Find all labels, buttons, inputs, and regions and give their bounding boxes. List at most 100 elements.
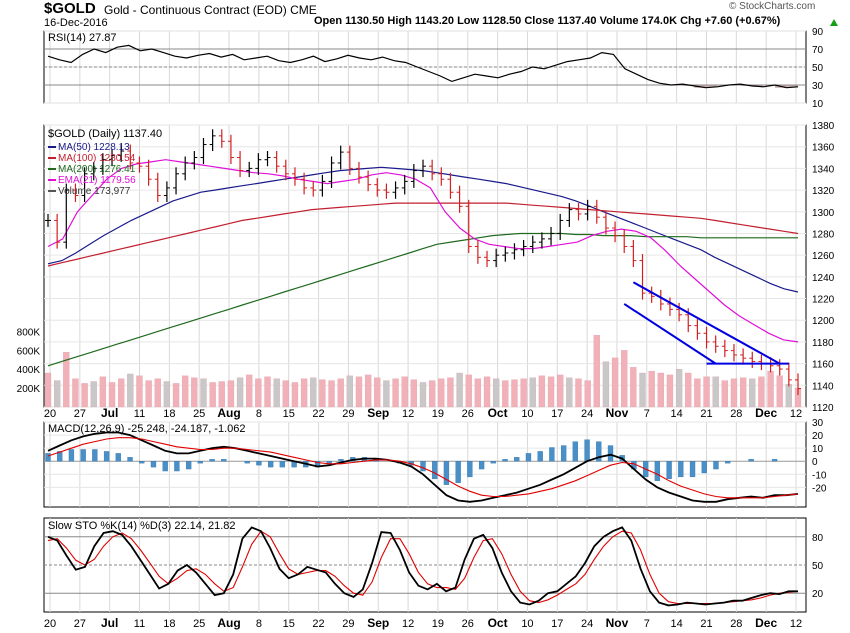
price-tick-label: 1300 xyxy=(812,208,835,219)
volume-bar xyxy=(154,378,161,408)
volume-bar xyxy=(520,378,527,408)
price-legend-item: MA(50) 1228.13 xyxy=(58,142,130,153)
volume-bar xyxy=(621,350,628,408)
macd-histogram-bar xyxy=(725,461,731,464)
macd-histogram-bar xyxy=(771,459,778,462)
volume-bar xyxy=(209,382,216,408)
volume-bar xyxy=(428,380,436,408)
macd-histogram-bar xyxy=(584,439,590,462)
x-tick-label: 8 xyxy=(256,618,262,630)
volume-tick-label: 200K xyxy=(17,384,41,395)
x-tick-label: 21 xyxy=(700,618,712,630)
volume-bar xyxy=(767,370,774,408)
volume-bar xyxy=(749,378,756,408)
x-tick-label: 7 xyxy=(644,618,650,630)
price-legend-item: MA(200) 1276.41 xyxy=(58,164,136,175)
rsi-legend: RSI(14) 27.87 xyxy=(48,32,116,44)
x-tick-label: 19 xyxy=(432,618,444,630)
moving-average-line xyxy=(47,159,799,343)
volume-bar xyxy=(557,374,564,408)
price-tick-label: 1280 xyxy=(812,229,835,240)
x-tick-label: 12 xyxy=(790,618,802,630)
volume-bar xyxy=(493,378,500,408)
volume-bar xyxy=(648,370,655,408)
macd-histogram-bar xyxy=(478,461,485,470)
x-tick-label: 19 xyxy=(432,408,444,420)
macd-legend: MACD(12,26,9) -25.248, -24.187, -1.062 xyxy=(48,423,246,435)
x-tick-label: 15 xyxy=(283,408,295,420)
macd-histogram-bar xyxy=(221,459,227,462)
volume-tick-label: 800K xyxy=(17,327,41,338)
x-tick-label: 24 xyxy=(581,618,593,630)
macd-tick-label: 0 xyxy=(812,457,818,468)
volume-tick-label: 400K xyxy=(17,365,41,376)
x-tick-label: 12 xyxy=(402,618,414,630)
volume-bar xyxy=(44,372,52,408)
exchange-text: CME xyxy=(290,3,317,17)
volume-bar xyxy=(392,378,399,408)
volume-bar xyxy=(236,377,244,408)
x-tick-label: Sep xyxy=(367,406,389,420)
volume-bar xyxy=(602,361,610,408)
macd-histogram-bar xyxy=(103,451,110,462)
price-tick-label: 1260 xyxy=(812,251,835,262)
macd-histogram-bar xyxy=(80,449,86,462)
x-tick-label: Aug xyxy=(217,406,240,420)
x-tick-label: 10 xyxy=(521,618,533,630)
macd-histogram-bar xyxy=(162,461,168,472)
volume-bar xyxy=(639,372,646,408)
macd-histogram-bar xyxy=(748,459,754,462)
volume-bar xyxy=(282,380,289,408)
gridlines xyxy=(49,31,797,612)
volume-bar xyxy=(383,380,390,408)
stochastic-line xyxy=(47,530,799,605)
volume-bar xyxy=(191,377,198,408)
ohlc-summary: Open 1130.50 High 1143.20 Low 1128.50 Cl… xyxy=(314,15,781,27)
legends: RSI(14) 27.87 $GOLD (Daily) 1137.40 MA(50)… xyxy=(48,32,246,532)
volume-bar xyxy=(657,372,664,408)
macd-histogram-bar xyxy=(572,441,578,462)
macd-histogram-bar xyxy=(549,447,555,462)
volume-bar xyxy=(374,377,381,408)
volume-bar xyxy=(593,335,600,408)
volume-bar xyxy=(145,380,152,408)
stochastic-legend: Slow STO %K(14) %D(3) 22.14, 21.82 xyxy=(48,520,236,532)
x-tick-label: 29 xyxy=(342,618,354,630)
volume-bar xyxy=(218,381,225,408)
volume-bar xyxy=(465,374,472,408)
volume-tick-label: 600K xyxy=(17,346,41,357)
volume-bar xyxy=(200,378,207,408)
volume-bar xyxy=(730,378,738,408)
macd-line xyxy=(47,431,799,503)
volume-bar xyxy=(474,378,482,408)
volume-bar xyxy=(63,352,70,408)
description-text: Gold - Continuous Contract (EOD) xyxy=(104,3,287,17)
macd-histogram-bar xyxy=(197,461,203,464)
price-tick-label: 1380 xyxy=(812,121,835,132)
x-tick-label: Dec xyxy=(755,616,777,630)
x-tick-label: 28 xyxy=(730,408,742,420)
volume-bar xyxy=(456,372,463,408)
price-tick-label: 1220 xyxy=(812,295,835,306)
macd-histogram-bar xyxy=(689,461,696,478)
x-tick-label: Jul xyxy=(101,406,118,420)
price-legend-item: EMA(21) 1179.56 xyxy=(58,175,136,186)
x-tick-label: 14 xyxy=(671,408,683,420)
price-frame xyxy=(43,124,807,408)
macd-histogram-bar xyxy=(443,461,450,485)
moving-average-line xyxy=(47,232,798,367)
rsi-panel xyxy=(44,30,806,104)
trendline-upper xyxy=(632,281,781,365)
macd-histogram-bar xyxy=(525,453,532,462)
macd-histogram-bar xyxy=(139,461,145,464)
volume-bar xyxy=(264,376,271,408)
macd-histogram-bar xyxy=(256,461,262,466)
stockcharts-credit: © StockCharts.com xyxy=(729,1,816,12)
x-tick-label: Oct xyxy=(488,616,508,630)
volume-bar xyxy=(611,357,619,408)
x-tick-label: Nov xyxy=(606,406,629,420)
price-legend-title: $GOLD (Daily) 1137.40 xyxy=(48,128,162,140)
volume-bar xyxy=(529,377,536,408)
rsi-tick-label: 90 xyxy=(812,27,824,38)
price-panel xyxy=(44,124,806,408)
